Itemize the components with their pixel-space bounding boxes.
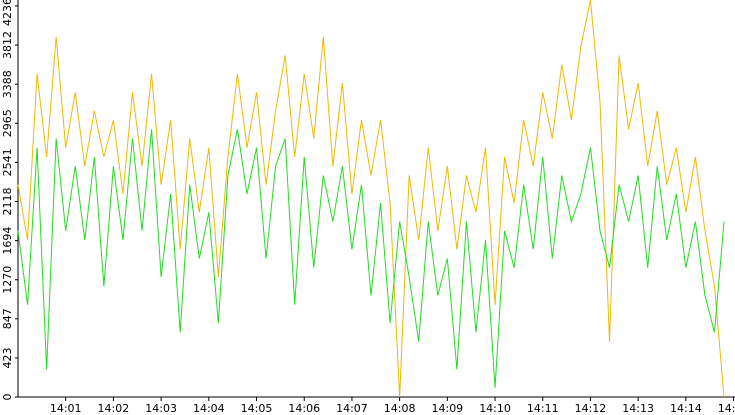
y-tick-label: 2541 <box>1 148 14 176</box>
y-tick-label: 847 <box>1 308 14 329</box>
y-tick-label: 3812 <box>1 31 14 59</box>
x-tick-label: 14:10 <box>479 402 511 415</box>
x-tick-label: 14:04 <box>193 402 225 415</box>
x-tick-label: 14:08 <box>384 402 416 415</box>
x-tick-label: 14:14 <box>670 402 702 415</box>
y-tick-label: 4236 <box>1 0 14 26</box>
x-tick-label: 14:15 <box>718 402 735 415</box>
x-tick-label: 14:05 <box>241 402 273 415</box>
x-tick-label: 14:13 <box>622 402 654 415</box>
series-line <box>17 129 725 388</box>
x-tick-label: 14:09 <box>431 402 463 415</box>
y-tick-label: 3388 <box>1 70 14 98</box>
series-line <box>17 0 725 398</box>
x-tick-label: 14:02 <box>98 402 130 415</box>
x-tick-label: 14:01 <box>50 402 82 415</box>
x-tick-label: 14:12 <box>575 402 607 415</box>
x-tick-label: 14:03 <box>145 402 177 415</box>
y-tick-label: 1270 <box>1 266 14 294</box>
x-tick-label: 14:06 <box>288 402 320 415</box>
y-tick-label: 2965 <box>1 109 14 137</box>
y-tick-label: 2118 <box>1 187 14 215</box>
x-tick-label: 14:07 <box>336 402 368 415</box>
y-tick-label: 423 <box>1 347 14 368</box>
y-tick-label: 0 <box>1 394 14 401</box>
y-tick-label: 1694 <box>1 227 14 255</box>
x-tick-label: 14:11 <box>527 402 559 415</box>
